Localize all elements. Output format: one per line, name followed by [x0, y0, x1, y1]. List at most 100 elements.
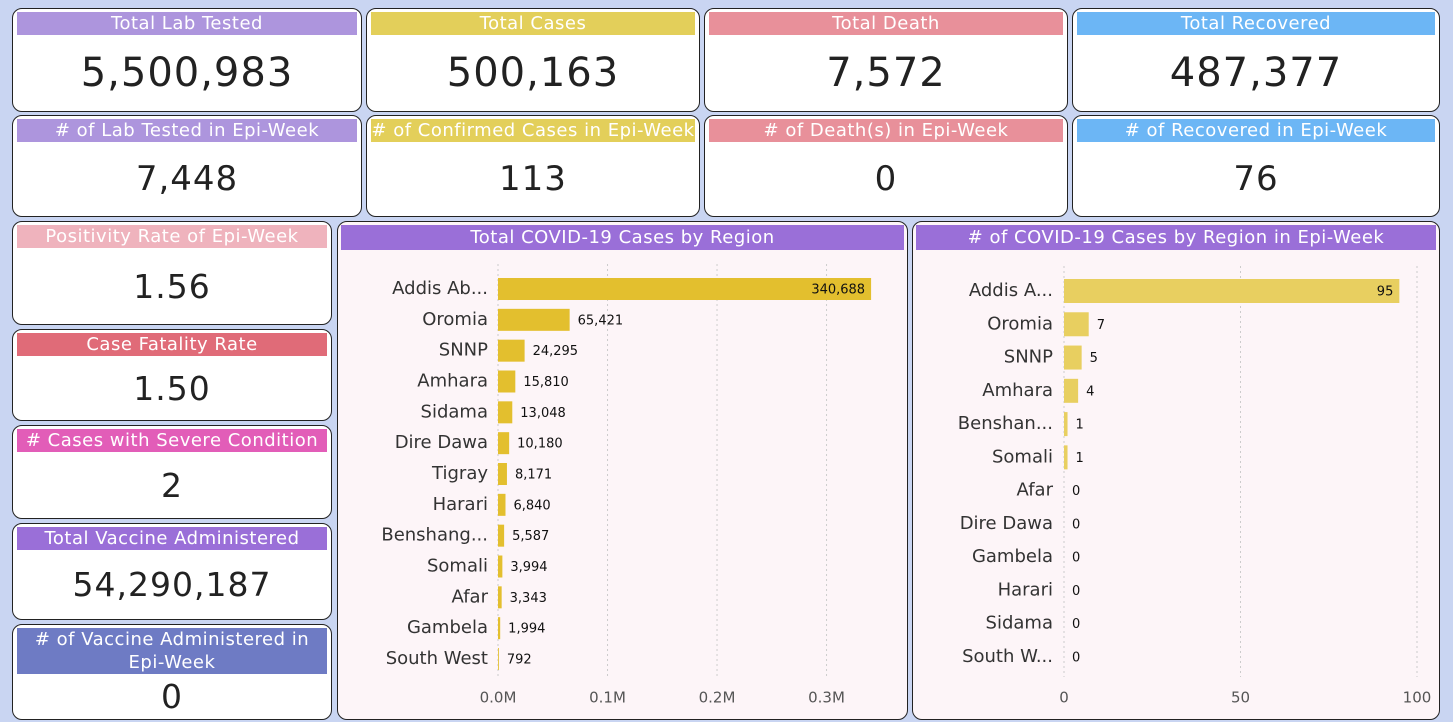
- category-label: Dire Dawa: [395, 432, 488, 453]
- data-label: 5: [1090, 351, 1098, 366]
- category-label: Harari: [998, 579, 1053, 600]
- category-label: Afar: [452, 586, 489, 607]
- card-title: # Cases with Severe Condition: [17, 429, 327, 452]
- bar: [498, 339, 525, 362]
- data-label: 7: [1097, 318, 1105, 333]
- kpi-card: # Cases with Severe Condition 2: [12, 425, 332, 519]
- category-label: Somali: [427, 556, 488, 577]
- data-label: 4: [1086, 384, 1094, 399]
- card-title: Total Cases: [371, 12, 695, 35]
- category-label: Sidama: [986, 613, 1053, 634]
- category-label: Harari: [433, 494, 488, 515]
- category-label: Dire Dawa: [960, 513, 1053, 534]
- data-label: 0: [1072, 617, 1080, 632]
- bar: [498, 401, 513, 424]
- bar: [498, 493, 506, 516]
- card-title: Total Death: [709, 12, 1063, 35]
- bar: [1064, 445, 1068, 470]
- card-value: 1.50: [133, 368, 211, 408]
- x-tick-label: 0.2M: [699, 689, 736, 707]
- kpi-card: Case Fatality Rate 1.50: [12, 329, 332, 421]
- card-value: 0: [161, 677, 183, 716]
- x-tick-label: 0.1M: [589, 689, 626, 707]
- data-label: 8,171: [515, 468, 552, 483]
- data-label: 0: [1072, 517, 1080, 532]
- category-label: Gambela: [407, 617, 488, 638]
- x-tick-label: 0: [1059, 689, 1069, 707]
- data-label: 65,421: [578, 313, 624, 328]
- card-title: Case Fatality Rate: [17, 333, 327, 356]
- category-label: Afar: [1017, 480, 1054, 501]
- x-tick-label: 100: [1403, 689, 1432, 707]
- kpi-card: # of Death(s) in Epi-Week 0: [704, 115, 1068, 217]
- category-label: South West: [386, 648, 488, 669]
- card-value: 500,163: [446, 50, 620, 96]
- category-label: South W...: [962, 646, 1053, 667]
- category-label: Oromia: [987, 313, 1053, 334]
- kpi-card: # of Recovered in Epi-Week 76: [1072, 115, 1440, 217]
- card-value: 5,500,983: [80, 50, 294, 96]
- data-label: 15,810: [523, 375, 569, 390]
- bar: [1064, 412, 1068, 437]
- kpi-card: Total Lab Tested 5,500,983: [12, 8, 362, 112]
- chart-title: Total COVID-19 Cases by Region: [341, 225, 904, 250]
- bar: [1064, 312, 1089, 337]
- category-label: Addis A...: [969, 280, 1053, 301]
- category-label: Amhara: [982, 380, 1053, 401]
- card-value: 0: [874, 159, 898, 199]
- chart-panel: 0 50 100 Addis A... 95 Oromia 7 SNNP 5 Amhara 4 Ben…: [912, 221, 1440, 720]
- bar: [498, 370, 516, 393]
- bar: [498, 586, 502, 609]
- category-label: Addis Ab...: [392, 278, 488, 299]
- x-tick-label: 50: [1231, 689, 1250, 707]
- data-label: 6,840: [513, 498, 550, 513]
- category-label: Benshang...: [381, 525, 488, 546]
- kpi-card: Total Vaccine Administered 54,290,187: [12, 523, 332, 620]
- data-label: 10,180: [517, 437, 563, 452]
- kpi-card: Total Death 7,572: [704, 8, 1068, 112]
- category-label: SNNP: [1004, 347, 1053, 368]
- category-label: Oromia: [422, 309, 488, 330]
- card-title: Total Lab Tested: [17, 12, 357, 35]
- data-label: 340,688: [811, 283, 865, 298]
- category-label: Somali: [992, 446, 1053, 467]
- data-label: 13,048: [520, 406, 566, 421]
- data-label: 0: [1072, 551, 1080, 566]
- data-label: 3,343: [510, 591, 547, 606]
- card-title: # of Recovered in Epi-Week: [1077, 119, 1435, 142]
- bar: [498, 278, 872, 300]
- data-label: 1,994: [508, 622, 545, 637]
- card-title: Total Vaccine Administered: [17, 527, 327, 550]
- kpi-card: # of Vaccine Administered in Epi-Week 0: [12, 624, 332, 720]
- data-label: 0: [1072, 651, 1080, 666]
- category-label: Benshan...: [958, 413, 1053, 434]
- data-label: 95: [1377, 285, 1394, 300]
- data-label: 5,587: [512, 529, 549, 544]
- x-tick-label: 0.0M: [480, 689, 517, 707]
- x-tick-label: 0.3M: [808, 689, 845, 707]
- bar: [1064, 279, 1400, 303]
- card-value: 113: [499, 159, 567, 199]
- data-label: 0: [1072, 484, 1080, 499]
- card-title: # of Death(s) in Epi-Week: [709, 119, 1063, 142]
- card-value: 7,448: [135, 159, 239, 199]
- card-title: # of Lab Tested in Epi-Week: [17, 119, 357, 142]
- bar: [498, 463, 507, 485]
- card-value: 487,377: [1169, 50, 1343, 96]
- category-label: Sidama: [421, 401, 488, 422]
- kpi-card: # of Lab Tested in Epi-Week 7,448: [12, 115, 362, 217]
- card-title: # of Vaccine Administered in Epi-Week: [17, 628, 327, 674]
- data-label: 1: [1076, 418, 1084, 433]
- category-label: SNNP: [439, 340, 488, 361]
- card-value: 76: [1233, 159, 1279, 199]
- kpi-card: Total Cases 500,163: [366, 8, 700, 112]
- card-title: Positivity Rate of Epi-Week: [17, 225, 327, 248]
- bar: [1064, 345, 1082, 370]
- card-title: # of Confirmed Cases in Epi-Week: [371, 119, 695, 142]
- bar: [1064, 378, 1079, 403]
- bar: [498, 308, 570, 331]
- bar: [498, 555, 503, 578]
- card-value: 2: [161, 465, 183, 505]
- data-label: 3,994: [510, 560, 547, 575]
